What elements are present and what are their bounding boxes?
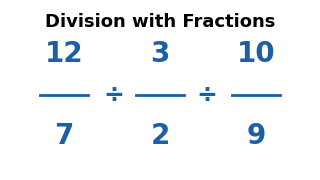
Text: 2: 2 xyxy=(150,122,170,150)
Text: ÷: ÷ xyxy=(196,83,217,107)
Text: 12: 12 xyxy=(45,40,83,68)
Text: 9: 9 xyxy=(246,122,266,150)
Text: ÷: ÷ xyxy=(103,83,124,107)
Text: 3: 3 xyxy=(150,40,170,68)
Text: 7: 7 xyxy=(54,122,74,150)
Text: Division with Fractions: Division with Fractions xyxy=(45,13,275,31)
Text: 10: 10 xyxy=(237,40,275,68)
